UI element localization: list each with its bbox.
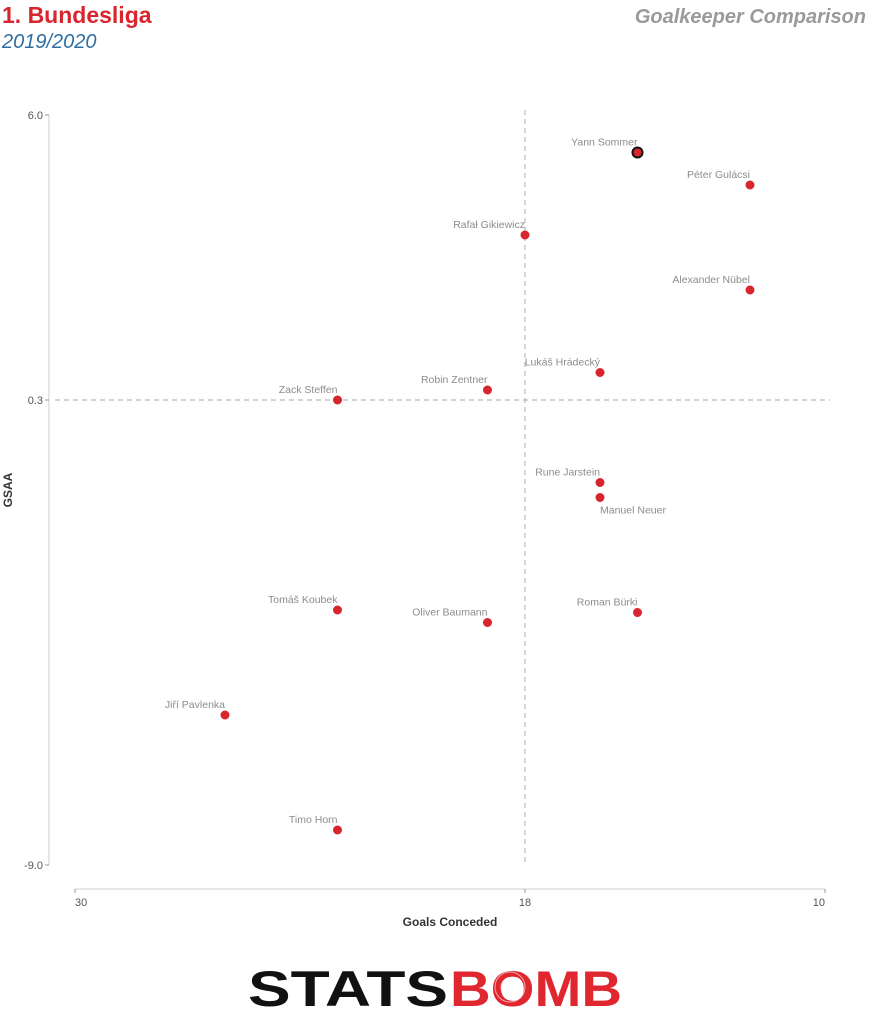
scatter-chart: 6.0 0.3 -9.0 30 18 10 Goals Conceded GSAA Yann … [1,110,830,929]
point-label: Tomáš Koubek [268,594,338,606]
data-point [745,180,755,190]
data-point [745,285,755,295]
point-label: Timo Horn [289,814,338,826]
data-point [595,368,605,377]
point-label: Yann Sommer [571,137,638,149]
reference-lines [55,110,830,865]
x-tick-label: 10 [813,897,825,909]
data-point [333,605,342,615]
point-label: Jiří Pavlenka [165,699,225,711]
data-point [520,230,530,240]
point-label: Rune Jarstein [535,467,600,479]
data-point [220,710,230,720]
data-point [483,385,492,395]
data-point [595,493,605,502]
x-tick-label: 30 [75,897,87,909]
x-tick-label: 18 [519,897,531,909]
point-label: Lukáš Hrádecký [525,357,601,369]
y-tick-label: 6.0 [28,110,43,122]
x-axis-title: Goals Conceded [403,915,498,929]
data-point [595,478,605,487]
data-point [333,825,342,835]
point-label: Roman Bürki [577,597,638,609]
chart-subtitle: Goalkeeper Comparison [634,6,866,28]
point-label: Péter Gulácsi [687,169,750,181]
y-axis-title: GSAA [1,472,15,507]
logo-stats-text: STATS [248,962,448,1014]
data-points: Yann Sommer Péter Gulácsi Rafał Gikiewicz A… [165,137,755,835]
point-label: Robin Zentner [421,374,488,386]
logo-bomb-text: BOMB [450,962,622,1014]
point-label: Oliver Baumann [412,607,487,619]
point-label: Manuel Neuer [600,505,666,517]
season-label: 2019/2020 [2,31,97,53]
point-label: Rafał Gikiewicz [453,219,525,231]
data-point [633,608,642,617]
statsbomb-logo: STATS BOMB [248,962,622,1014]
league-title: 1. Bundesliga [2,2,152,28]
data-point [483,618,492,627]
chart-axes: 6.0 0.3 -9.0 30 18 10 Goals Conceded GSAA [1,110,826,929]
y-tick-label: 0.3 [28,395,43,407]
target-icon [494,971,526,1003]
point-label: Zack Steffen [279,384,338,396]
y-tick-label: -9.0 [24,860,43,872]
point-label: Alexander Nübel [672,274,750,286]
highlighted-point [631,146,644,159]
data-point [333,395,342,405]
